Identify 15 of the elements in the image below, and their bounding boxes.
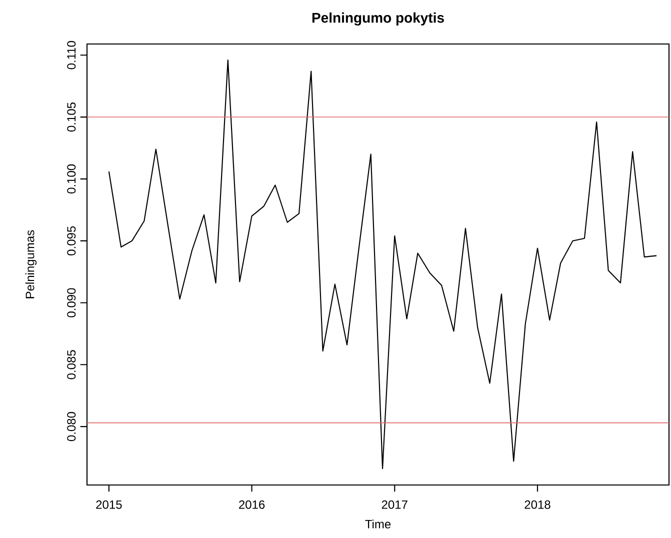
x-tick-label: 2016	[239, 500, 265, 509]
x-tick-label: 2015	[96, 500, 122, 509]
y-axis-title: Pelningumas	[25, 230, 37, 298]
chart-title: Pelningumo pokytis	[312, 12, 444, 26]
y-tick-label: 0.085	[67, 350, 76, 380]
y-tick-label: 0.095	[67, 226, 76, 256]
y-tick-label: 0.090	[67, 288, 76, 318]
x-axis-title: Time	[365, 520, 391, 528]
x-tick-label: 2018	[524, 500, 550, 509]
y-tick-label: 0.080	[67, 412, 76, 442]
y-tick-label: 0.105	[67, 102, 76, 132]
line-series	[108, 60, 658, 470]
x-tick-label: 2017	[382, 500, 408, 509]
y-tick-label: 0.100	[67, 164, 76, 194]
y-tick-label: 0.110	[67, 41, 76, 70]
